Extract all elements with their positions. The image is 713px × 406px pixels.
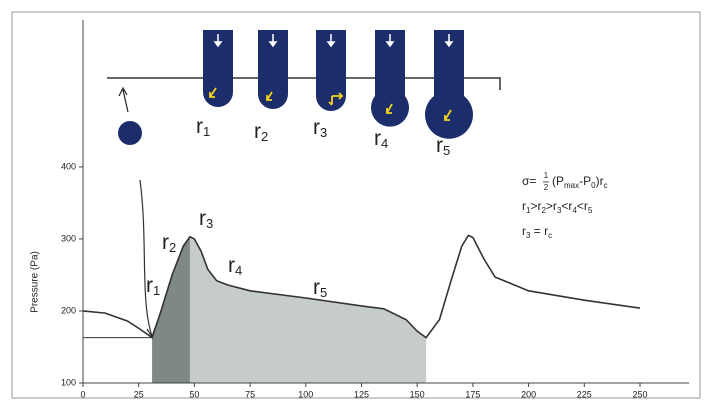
label-subscript: 1 xyxy=(203,124,210,139)
label-base: r xyxy=(313,276,320,299)
capillary xyxy=(371,30,410,127)
x-tick-label: 200 xyxy=(521,389,536,399)
x-tick-label: 0 xyxy=(80,389,85,399)
shaded-region xyxy=(152,236,190,383)
relation: r1>r2>r3<r4<r5 xyxy=(522,199,593,215)
capillary xyxy=(425,30,473,139)
label-base: r xyxy=(436,134,443,157)
arrowhead xyxy=(146,327,156,339)
label-subscript: 3 xyxy=(320,125,327,140)
r-label: r2 xyxy=(254,120,268,145)
subscript: 2 xyxy=(541,206,546,215)
relation: r3 = rc xyxy=(522,224,552,240)
subscript: 3 xyxy=(557,206,562,215)
x-tick-label: 75 xyxy=(245,389,255,399)
subscript: 5 xyxy=(588,206,593,215)
x-tick-label: 150 xyxy=(410,389,425,399)
drop-path xyxy=(139,179,153,337)
label-subscript: 1 xyxy=(153,283,160,298)
text-part: r xyxy=(522,224,526,238)
y-tick-label: 100 xyxy=(61,377,76,387)
formula: σ= xyxy=(522,174,536,188)
subscript: 0 xyxy=(591,181,596,190)
r-label: r4 xyxy=(374,127,388,152)
label-subscript: 3 xyxy=(206,216,213,231)
subscript: c xyxy=(548,231,552,240)
label-subscript: 5 xyxy=(320,285,327,300)
r-label: r2 xyxy=(162,231,176,256)
label-subscript: 5 xyxy=(443,143,450,158)
y-tick-label: 400 xyxy=(61,161,76,171)
x-tick-label: 50 xyxy=(189,389,199,399)
flow-arrows xyxy=(213,34,454,48)
text-part: <r xyxy=(577,199,588,213)
subscript: 3 xyxy=(526,231,531,240)
label-subscript: 4 xyxy=(235,263,242,278)
text-part: σ= xyxy=(522,174,536,188)
label-subscript: 2 xyxy=(169,240,176,255)
x-tick-label: 100 xyxy=(298,389,313,399)
text-part: >r xyxy=(546,199,557,213)
label-base: r xyxy=(374,127,381,150)
bubble xyxy=(118,121,142,145)
pressure-arrows xyxy=(209,87,452,121)
subscript: max xyxy=(564,181,579,190)
label-base: r xyxy=(313,116,320,139)
text-part: >r xyxy=(530,199,541,213)
subscript: c xyxy=(604,181,608,190)
subscript: 4 xyxy=(572,206,577,215)
r-label: r1 xyxy=(196,115,210,140)
r-label: r4 xyxy=(228,254,242,279)
capillary xyxy=(316,30,346,111)
x-tick-label: 125 xyxy=(354,389,369,399)
capillary xyxy=(203,30,233,107)
x-tick-label: 175 xyxy=(465,389,480,399)
subscript: 1 xyxy=(526,206,531,215)
label-subscript: 4 xyxy=(381,136,388,151)
regions xyxy=(152,236,427,383)
x-tick-label: 25 xyxy=(134,389,144,399)
arrow xyxy=(118,86,129,113)
r-label: r1 xyxy=(146,274,160,299)
text-part: )r xyxy=(596,174,604,188)
r-label: r3 xyxy=(313,116,327,141)
fraction-numerator: 1 xyxy=(544,171,549,180)
label-base: r xyxy=(228,254,235,277)
label-subscript: 2 xyxy=(261,129,268,144)
text-part: <r xyxy=(561,199,572,213)
r-label: r5 xyxy=(436,134,450,159)
label-base: r xyxy=(162,231,169,254)
shaded-region xyxy=(189,236,427,383)
y-tick-label: 300 xyxy=(61,233,76,243)
line xyxy=(82,234,641,339)
r-label: r5 xyxy=(313,276,327,301)
frame xyxy=(11,11,701,399)
r-label: r3 xyxy=(199,207,213,232)
capillary xyxy=(258,30,288,109)
x-tick-label: 250 xyxy=(632,389,647,399)
text-part: = r xyxy=(530,224,548,238)
x-tick-label: 225 xyxy=(577,389,592,399)
fraction-denominator: 2 xyxy=(544,183,549,192)
text-part: -P xyxy=(579,174,591,188)
text-part: r xyxy=(522,199,526,213)
capillary-diagram xyxy=(107,30,501,145)
label-base: r xyxy=(199,207,206,230)
y-axis-label: Pressure (Pa) xyxy=(30,251,41,313)
y-tick-label: 200 xyxy=(61,305,76,315)
formula-rest: (Pmax-P0)rc xyxy=(552,174,608,190)
label-base: r xyxy=(254,120,261,143)
surface-line xyxy=(107,77,501,90)
label-base: r xyxy=(196,115,203,138)
text-part: (P xyxy=(552,174,564,188)
label-base: r xyxy=(146,274,153,297)
